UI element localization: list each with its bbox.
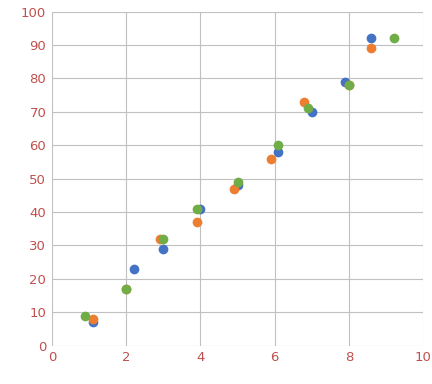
Point — [156, 236, 163, 242]
Point — [346, 82, 353, 88]
Point — [368, 35, 375, 41]
Point — [130, 266, 137, 272]
Point — [193, 205, 200, 212]
Point — [89, 316, 96, 322]
Point — [267, 156, 274, 162]
Point — [89, 319, 96, 325]
Point — [275, 142, 282, 148]
Point — [234, 179, 241, 185]
Point — [197, 205, 204, 212]
Point — [390, 35, 397, 41]
Point — [160, 246, 167, 252]
Point — [234, 182, 241, 188]
Point — [123, 286, 130, 292]
Point — [368, 45, 375, 51]
Point — [230, 185, 237, 192]
Point — [308, 109, 315, 115]
Point — [160, 236, 167, 242]
Point — [342, 79, 349, 85]
Point — [305, 105, 311, 111]
Point — [193, 219, 200, 225]
Point — [82, 313, 89, 319]
Point — [275, 149, 282, 155]
Point — [301, 99, 308, 105]
Point — [346, 82, 353, 88]
Point — [123, 286, 130, 292]
